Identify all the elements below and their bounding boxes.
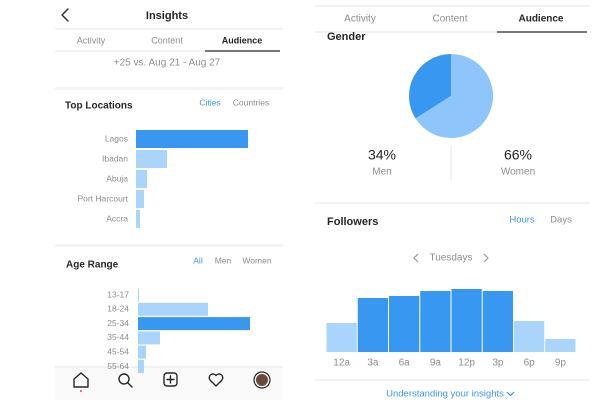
bar [389, 296, 420, 352]
filter[interactable]: Days [550, 215, 572, 226]
tab[interactable]: Activity [344, 14, 376, 25]
bar [136, 150, 167, 168]
bar [138, 317, 250, 331]
x-tick-label: 3a [367, 358, 379, 369]
filter[interactable]: Women [242, 255, 271, 265]
filter[interactable]: Countries [233, 97, 269, 107]
bar-label: 35-44 [107, 332, 129, 342]
back-button[interactable] [61, 8, 69, 22]
bar-label: 18-24 [107, 304, 129, 314]
bar-label: 55-64 [107, 361, 129, 371]
x-tick-label: 12a [333, 358, 350, 369]
bar-label: 45-54 [107, 346, 129, 356]
gender-label: Men [372, 167, 391, 178]
bar [451, 289, 482, 352]
next-day[interactable] [483, 253, 489, 263]
bar-label: Ibadan [102, 153, 128, 163]
notification-dot [80, 390, 82, 392]
tab-active[interactable]: Audience [222, 35, 263, 45]
search-icon[interactable] [118, 373, 133, 388]
tab[interactable]: Content [151, 35, 183, 45]
filter-active[interactable]: Hours [509, 215, 535, 226]
tab[interactable]: Content [432, 14, 467, 25]
x-tick-label: 3p [492, 358, 504, 369]
right-screen: Activity Content Audience Gender Followe… [315, 5, 590, 400]
bar [138, 288, 139, 302]
bar [136, 210, 140, 228]
bar [482, 291, 513, 352]
filter-active[interactable]: All [193, 255, 203, 265]
pie-slice [415, 54, 493, 138]
bar [136, 130, 248, 148]
section-title: Top Locations [65, 101, 133, 112]
bar-label: Port Harcourt [77, 193, 128, 203]
bar [138, 345, 146, 359]
section-gap [55, 244, 283, 247]
title: Insights [146, 10, 188, 22]
bar [136, 170, 147, 188]
bar [420, 291, 451, 352]
tab-active[interactable]: Audience [518, 14, 563, 25]
bar [136, 190, 144, 208]
x-tick-label: 6a [399, 358, 411, 369]
bar-label: 25-34 [107, 318, 129, 328]
filter[interactable]: Men [215, 255, 232, 265]
link-chevron [506, 391, 515, 397]
section-title: Age Range [66, 260, 119, 271]
bar-label: 13-17 [107, 289, 129, 299]
comparison: +25 vs. Aug 21 - Aug 27 [114, 58, 221, 69]
x-tick-label: 6p [524, 358, 536, 369]
section-title: Gender [327, 31, 366, 43]
add-icon[interactable] [163, 372, 178, 387]
bar [357, 298, 388, 352]
section-title: Followers [327, 216, 378, 228]
profile-icon[interactable] [253, 371, 271, 389]
gender-label: Women [501, 167, 535, 178]
x-tick-label: 9p [555, 358, 567, 369]
percent-label: 66% [504, 147, 532, 163]
bar-label: Abuja [106, 173, 128, 183]
bar [514, 321, 545, 352]
left-screen: Insights Activity Content Audience +25 v… [55, 8, 283, 400]
bar-label: Lagos [105, 133, 128, 143]
activity-icon[interactable] [208, 373, 224, 387]
insights-link[interactable]: Understanding your insights [386, 389, 504, 400]
bar [138, 302, 208, 316]
prev-day[interactable] [413, 253, 419, 263]
nav-bar [55, 367, 283, 400]
home-icon[interactable] [73, 372, 89, 388]
bar [138, 360, 144, 373]
x-tick-label: 9a [430, 358, 442, 369]
bar [326, 323, 357, 352]
bar-label: Accra [106, 213, 128, 223]
tab[interactable]: Activity [77, 35, 106, 45]
bar [545, 339, 576, 352]
percent-label: 34% [368, 147, 396, 163]
bar [138, 331, 160, 345]
filter-active[interactable]: Cities [199, 97, 220, 107]
day-label: Tuesdays [430, 253, 473, 264]
pie-slice [409, 54, 451, 119]
section-gap [55, 87, 283, 90]
x-tick-label: 12p [458, 358, 475, 369]
